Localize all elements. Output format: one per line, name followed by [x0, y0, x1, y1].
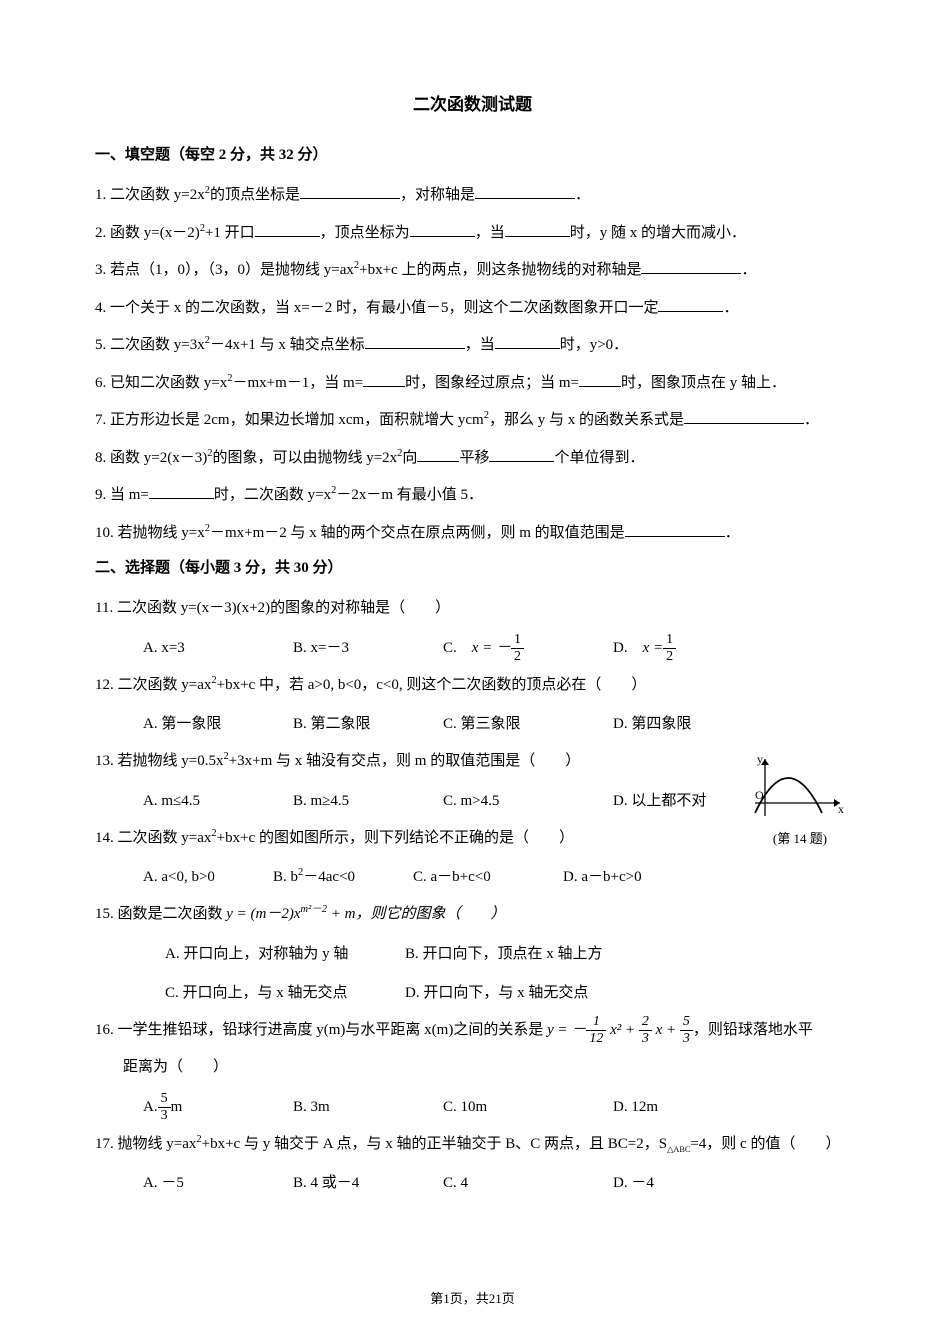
svg-text:y: y	[757, 752, 763, 766]
doc-title: 二次函数测试题	[95, 90, 850, 115]
opt-15a: A. 开口向上，对称轴为 y 轴	[165, 935, 405, 974]
svg-text:x: x	[838, 802, 844, 816]
section2-header: 二、选择题（每小题 3 分，共 30 分）	[95, 556, 850, 577]
question-13: 13. 若抛物线 y=0.5x2+3x+m 与 x 轴没有交点，则 m 的取值范…	[95, 744, 850, 779]
opt-11b: B. x=－3	[293, 629, 443, 668]
opt-12b: B. 第二象限	[293, 705, 443, 744]
page-footer: 第1页，共21页	[0, 1288, 945, 1307]
question-10: 10. 若抛物线 y=x2－mx+m－2 与 x 轴的两个交点在原点两侧，则 m…	[95, 516, 850, 551]
opt-13b: B. m≥4.5	[293, 782, 443, 821]
opt-17b: B. 4 或－4	[293, 1164, 443, 1203]
question-7: 7. 正方形边长是 2cm，如果边长增加 xcm，面积就增大 ycm2，那么 y…	[95, 403, 850, 438]
opt-11d: D. x = 12	[613, 629, 763, 668]
opt-12c: C. 第三象限	[443, 705, 613, 744]
q1-text-a: 1. 二次函数 y=2x	[95, 187, 205, 203]
opt-17a: A. －5	[143, 1164, 293, 1203]
opt-11c: C. x = －12	[443, 629, 613, 668]
q14-figure: y x O (第 14 题)	[740, 751, 860, 847]
question-9: 9. 当 m=时，二次函数 y=x2－2x－m 有最小值 5．	[95, 478, 850, 513]
question-6: 6. 已知二次函数 y=x2－mx+m－1，当 m=时，图象经过原点；当 m=时…	[95, 366, 850, 401]
opt-12d: D. 第四象限	[613, 705, 763, 744]
options-13: A. m≤4.5 B. m≥4.5 C. m>4.5 D. 以上都不对	[95, 782, 850, 821]
opt-12a: A. 第一象限	[143, 705, 293, 744]
question-17: 17. 抛物线 y=ax2+bx+c 与 y 轴交于 A 点，与 x 轴的正半轴…	[95, 1127, 850, 1162]
options-17: A. －5 B. 4 或－4 C. 4 D. －4	[95, 1164, 850, 1203]
question-11: 11. 二次函数 y=(x－3)(x+2)的图象的对称轴是（ ）	[95, 591, 850, 626]
question-12: 12. 二次函数 y=ax2+bx+c 中，若 a>0, b<0，c<0, 则这…	[95, 668, 850, 703]
opt-16d: D. 12m	[613, 1088, 763, 1127]
opt-15d: D. 开口向下，与 x 轴无交点	[405, 974, 645, 1013]
opt-11a: A. x=3	[143, 629, 293, 668]
question-8: 8. 函数 y=2(x－3)2的图象，可以由抛物线 y=2x2向平移个单位得到．	[95, 441, 850, 476]
svg-text:O: O	[755, 788, 764, 802]
section1-header: 一、填空题（每空 2 分，共 32 分）	[95, 143, 850, 164]
opt-14c: C. a－b+c<0	[413, 858, 563, 897]
question-3: 3. 若点（1，0），（3，0）是抛物线 y=ax2+bx+c 上的两点，则这条…	[95, 253, 850, 288]
opt-13c: C. m>4.5	[443, 782, 613, 821]
options-16: A. 53 m B. 3m C. 10m D. 12m	[95, 1088, 850, 1127]
question-2: 2. 函数 y=(x－2)2+1 开口，顶点坐标为，当时，y 随 x 的增大而减…	[95, 216, 850, 251]
opt-15b: B. 开口向下，顶点在 x 轴上方	[405, 935, 645, 974]
opt-15c: C. 开口向上，与 x 轴无交点	[165, 974, 405, 1013]
opt-14b: B. b2－4ac<0	[273, 858, 413, 897]
question-5: 5. 二次函数 y=3x2－4x+1 与 x 轴交点坐标，当时，y>0．	[95, 328, 850, 363]
opt-14d: D. a－b+c>0	[563, 858, 693, 897]
options-14: A. a<0, b>0 B. b2－4ac<0 C. a－b+c<0 D. a－…	[95, 858, 850, 897]
opt-16b: B. 3m	[293, 1088, 443, 1127]
opt-16a: A. 53 m	[143, 1088, 293, 1127]
opt-16c: C. 10m	[443, 1088, 613, 1127]
q1-text-b: 的顶点坐标是	[210, 187, 300, 203]
options-11: A. x=3 B. x=－3 C. x = －12 D. x = 12	[95, 629, 850, 668]
options-15: A. 开口向上，对称轴为 y 轴 B. 开口向下，顶点在 x 轴上方 C. 开口…	[95, 935, 850, 1013]
question-4: 4. 一个关于 x 的二次函数，当 x=－2 时，有最小值－5，则这个二次函数图…	[95, 291, 850, 326]
question-14: 14. 二次函数 y=ax2+bx+c 的图如图所示，则下列结论不正确的是（ ）	[95, 821, 850, 856]
options-12: A. 第一象限 B. 第二象限 C. 第三象限 D. 第四象限	[95, 705, 850, 744]
question-15: 15. 函数是二次函数 y = (m－2)xm²－2 + m，则它的图象（ ）	[95, 897, 850, 932]
opt-13a: A. m≤4.5	[143, 782, 293, 821]
opt-17d: D. －4	[613, 1164, 763, 1203]
question-1: 1. 二次函数 y=2x2的顶点坐标是，对称轴是．	[95, 178, 850, 213]
opt-14a: A. a<0, b>0	[143, 858, 273, 897]
q1-text-d: ．	[575, 187, 590, 203]
opt-17c: C. 4	[443, 1164, 613, 1203]
question-16-line2: 距离为（ ）	[95, 1050, 850, 1085]
q1-text-c: ，对称轴是	[400, 187, 475, 203]
q14-caption: (第 14 题)	[740, 828, 860, 847]
question-16: 16. 一学生推铅球，铅球行进高度 y(m)与水平距离 x(m)之间的关系是 y…	[95, 1013, 850, 1048]
